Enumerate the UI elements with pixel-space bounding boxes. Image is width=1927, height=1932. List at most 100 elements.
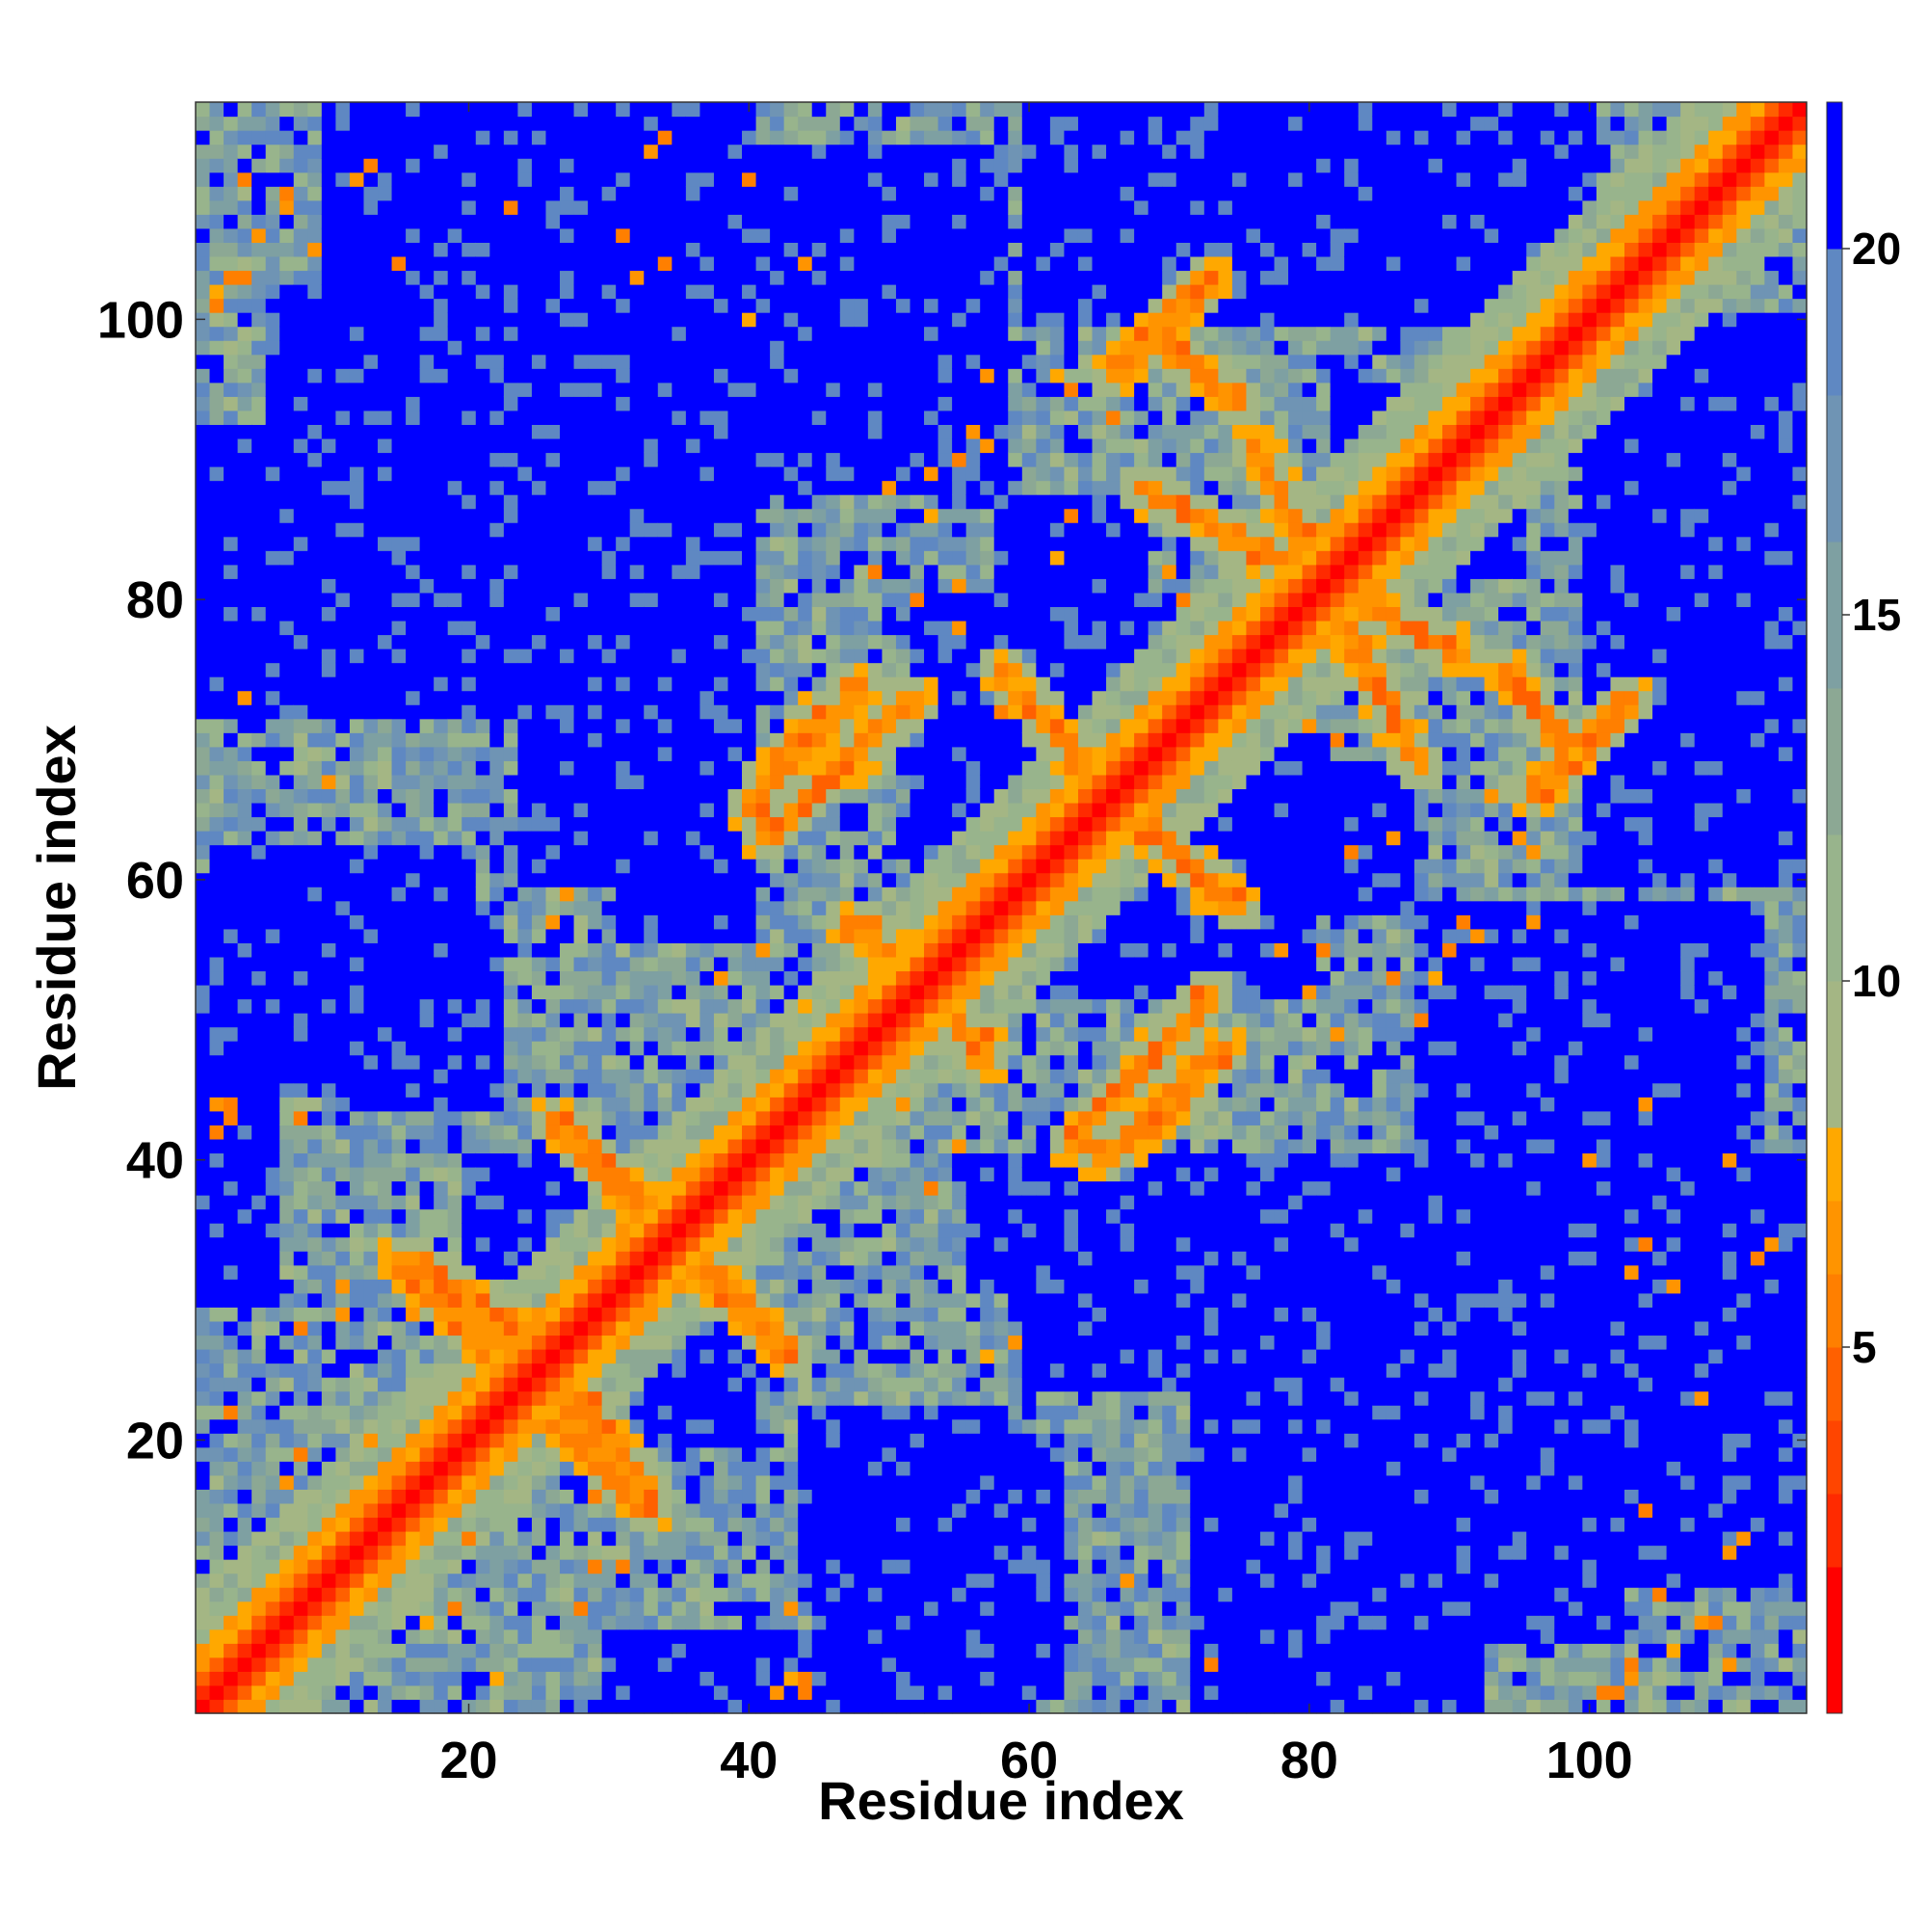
heatmap-cell xyxy=(713,1363,729,1378)
heatmap-cell xyxy=(503,704,518,720)
heatmap-cell xyxy=(517,1097,533,1112)
heatmap-cell xyxy=(237,550,252,566)
heatmap-cell xyxy=(335,1545,351,1560)
heatmap-cell xyxy=(462,227,477,243)
heatmap-cell xyxy=(196,1166,211,1182)
heatmap-cell xyxy=(531,494,547,510)
heatmap-cell xyxy=(196,1699,211,1714)
heatmap-cell xyxy=(406,774,421,790)
heatmap-cell xyxy=(349,1587,365,1602)
heatmap-cell xyxy=(335,298,351,313)
heatmap-cell xyxy=(378,522,393,538)
heatmap-cell xyxy=(503,676,518,692)
heatmap-cell xyxy=(293,1545,308,1560)
heatmap-cell xyxy=(657,1069,673,1084)
heatmap-cell xyxy=(531,1573,547,1588)
heatmap-cell xyxy=(629,859,645,874)
heatmap-cell xyxy=(672,1180,687,1196)
heatmap-cell xyxy=(237,859,252,874)
heatmap-cell xyxy=(755,648,771,664)
heatmap-cell xyxy=(349,326,365,341)
heatmap-cell xyxy=(545,998,561,1014)
heatmap-cell xyxy=(489,1559,505,1575)
heatmap-cell xyxy=(601,130,617,146)
heatmap-cell xyxy=(209,732,224,748)
heatmap-cell xyxy=(560,816,575,832)
heatmap-cell xyxy=(657,550,673,566)
heatmap-cell xyxy=(321,760,336,776)
heatmap-cell xyxy=(209,1573,224,1588)
heatmap-cell xyxy=(489,592,505,608)
heatmap-cell xyxy=(545,592,561,608)
heatmap-cell xyxy=(462,1390,477,1406)
heatmap-cell xyxy=(560,1320,575,1337)
heatmap-cell xyxy=(657,802,673,818)
heatmap-cell xyxy=(503,214,518,229)
heatmap-cell xyxy=(391,718,407,733)
heatmap-cell xyxy=(489,1390,505,1406)
heatmap-cell xyxy=(447,214,462,229)
heatmap-cell xyxy=(378,1138,393,1154)
heatmap-cell xyxy=(629,522,645,538)
heatmap-cell xyxy=(335,1082,351,1098)
heatmap-cell xyxy=(419,480,435,495)
heatmap-cell xyxy=(601,1601,617,1616)
heatmap-cell xyxy=(560,1502,575,1519)
heatmap-cell xyxy=(560,676,575,692)
heatmap-cell xyxy=(629,326,645,341)
heatmap-cell xyxy=(588,424,603,439)
heatmap-cell xyxy=(727,312,743,328)
heatmap-cell xyxy=(363,1264,379,1280)
heatmap-cell xyxy=(391,872,407,887)
heatmap-cell xyxy=(419,214,435,229)
heatmap-cell xyxy=(672,1208,687,1224)
heatmap-cell xyxy=(237,774,252,790)
heatmap-cell xyxy=(545,1390,561,1406)
heatmap-cell xyxy=(657,1390,673,1406)
heatmap-cell xyxy=(783,396,799,411)
heatmap-cell xyxy=(700,368,715,384)
heatmap-cell xyxy=(755,1559,771,1575)
heatmap-cell xyxy=(293,466,308,482)
heatmap-cell xyxy=(321,956,336,972)
heatmap-cell xyxy=(419,1041,435,1056)
heatmap-cell xyxy=(560,648,575,664)
heatmap-cell xyxy=(434,718,449,733)
heatmap-cell xyxy=(700,199,715,215)
heatmap-cell xyxy=(363,970,379,986)
heatmap-cell xyxy=(588,144,603,159)
heatmap-cell xyxy=(265,774,280,790)
heatmap-cell xyxy=(672,1041,687,1056)
heatmap-cell xyxy=(531,1208,547,1224)
heatmap-cell xyxy=(783,690,799,705)
heatmap-cell xyxy=(644,1166,659,1182)
heatmap-cell xyxy=(209,1125,224,1140)
heatmap-cell xyxy=(406,872,421,887)
heatmap-cell xyxy=(447,424,462,439)
heatmap-cell xyxy=(601,592,617,608)
heatmap-cell xyxy=(672,186,687,201)
heatmap-cell xyxy=(588,522,603,538)
heatmap-cell xyxy=(545,1138,561,1154)
heatmap-cell xyxy=(783,1026,799,1042)
heatmap-cell xyxy=(685,522,701,538)
heatmap-cell xyxy=(629,382,645,397)
heatmap-cell xyxy=(321,298,336,313)
heatmap-cell xyxy=(391,382,407,397)
heatmap-cell xyxy=(644,942,659,958)
heatmap-cell xyxy=(517,844,533,860)
heatmap-cell xyxy=(700,227,715,243)
heatmap-cell xyxy=(434,1138,449,1154)
heatmap-cell xyxy=(601,942,617,958)
heatmap-cell xyxy=(209,1502,224,1519)
heatmap-cell xyxy=(462,1069,477,1084)
heatmap-cell xyxy=(531,130,547,146)
heatmap-cell xyxy=(700,564,715,579)
heatmap-cell xyxy=(783,550,799,566)
heatmap-cell xyxy=(196,214,211,229)
heatmap-cell xyxy=(573,227,589,243)
heatmap-cell xyxy=(406,928,421,943)
heatmap-cell xyxy=(713,340,729,356)
heatmap-cell xyxy=(672,466,687,482)
heatmap-cell xyxy=(616,1110,631,1125)
